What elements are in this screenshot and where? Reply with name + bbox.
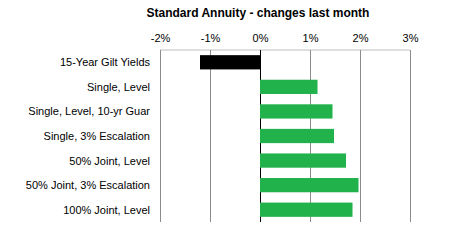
category-label: 50% Joint, 3% Escalation xyxy=(26,179,150,191)
chart: Standard Annuity - changes last month -2%… xyxy=(0,0,450,229)
bar xyxy=(260,129,334,143)
category-label: Single, 3% Escalation xyxy=(44,130,150,142)
grid-line xyxy=(360,50,361,222)
tick-label: -2% xyxy=(151,32,171,44)
tick-label: 1% xyxy=(303,32,319,44)
grid-line xyxy=(410,50,411,222)
bar xyxy=(260,104,333,118)
grid-line xyxy=(160,50,161,222)
bar xyxy=(260,203,353,217)
bar xyxy=(200,55,260,69)
category-label: Single, Level, 10-yr Guar xyxy=(28,105,150,117)
category-label: 100% Joint, Level xyxy=(63,204,150,216)
bar xyxy=(260,178,359,192)
bar xyxy=(260,153,346,167)
category-label: Single, Level xyxy=(87,81,150,93)
grid-line xyxy=(210,50,211,222)
axis-line xyxy=(160,50,410,51)
tick-label: 0% xyxy=(253,32,269,44)
category-label: 50% Joint, Level xyxy=(69,155,150,167)
tick-label: -1% xyxy=(201,32,221,44)
tick-label: 3% xyxy=(403,32,419,44)
category-label: 15-Year Gilt Yields xyxy=(60,56,151,68)
bar xyxy=(260,80,318,94)
tick-label: 2% xyxy=(353,32,369,44)
title: Standard Annuity - changes last month xyxy=(147,6,370,20)
bars xyxy=(200,55,359,217)
